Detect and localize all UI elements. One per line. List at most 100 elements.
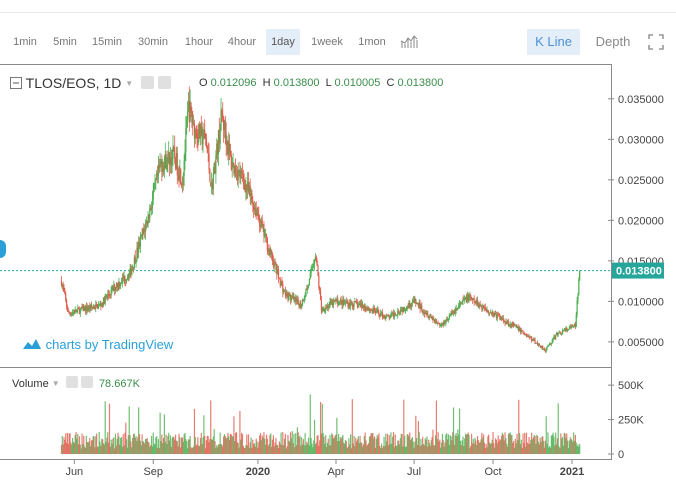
candle-body [528,335,530,338]
candle-body [445,319,447,324]
volume-bar [454,435,456,454]
timeframe-1week[interactable]: 1week [311,36,343,48]
volume-bar [148,442,150,454]
candle-body [127,276,129,279]
candle-body [205,138,208,147]
volume-bar [120,437,123,454]
volume-close-icon[interactable] [80,376,93,388]
candle-body [71,313,73,315]
timeframe-1mon[interactable]: 1mon [358,36,386,48]
volume-bar [410,438,413,454]
candle-body [511,322,513,327]
volume-bar [452,407,455,454]
candle-body [84,307,87,312]
volume-bar [213,429,215,454]
close-icon[interactable] [157,76,171,89]
volume-settings-icon[interactable] [65,376,78,388]
volume-bar [230,434,232,454]
volume-bar [87,442,89,454]
kline-button[interactable]: K Line [527,29,580,55]
volume-bar [256,441,258,454]
timeframe-5min[interactable]: 5min [53,36,77,48]
last-price-label: 0.013800 [616,266,662,278]
volume-bar [547,432,549,454]
timeframe-15min[interactable]: 15min [92,36,122,48]
volume-bar [192,446,195,454]
candle-body [126,276,129,279]
candle-body [374,307,376,311]
candle-body [101,303,103,307]
candle-body [309,273,311,279]
candle-body [125,280,127,282]
volume-bar [100,445,102,454]
candle-body [295,298,298,302]
y-tick-label: 0.025000 [618,175,664,187]
collapse-icon[interactable] [10,77,22,89]
candle-body [392,312,395,317]
candle-body [172,147,174,159]
volume-bar [471,443,474,454]
indicators-icon[interactable] [400,35,418,49]
candle-body [567,329,570,331]
volume-bar [429,445,431,454]
candle-body [464,298,466,301]
volume-bar [128,406,130,454]
volume-bar [132,437,134,454]
volume-bar [464,433,467,454]
volume-bar [244,447,246,454]
candle-body [118,282,120,287]
volume-bar [72,438,74,454]
fullscreen-icon[interactable] [648,34,664,50]
volume-bar [231,436,233,454]
volume-bar [522,433,524,454]
tradingview-brand[interactable]: charts by TradingView [22,337,173,352]
low-value: 0.010005 [334,77,381,89]
candle-body [176,153,178,175]
candle-body [438,323,440,325]
depth-button[interactable]: Depth [595,34,631,49]
volume-bar [242,445,244,454]
timeframe-1hour[interactable]: 1hour [184,36,214,48]
candle-body [517,326,519,328]
candle-body [331,300,334,306]
volume-bar [348,438,350,454]
volume-bar [212,436,214,454]
timeframe-4hour[interactable]: 4hour [227,36,257,48]
candle-body [275,263,277,270]
symbol-dropdown-icon[interactable]: ▼ [125,79,134,88]
volume-bar [278,441,280,454]
volume-bar [422,443,425,454]
volume-bar [225,438,227,454]
candle-body [524,333,526,335]
timeframe-1min[interactable]: 1min [13,36,37,48]
timeframe-30min[interactable]: 30min [138,36,168,48]
volume-bar [196,444,198,454]
left-panel-handle[interactable] [0,240,6,258]
volume-bar [553,436,555,454]
candle-body [519,327,522,333]
volume-bar [171,438,173,454]
volume-bar [61,436,63,454]
candle-body [78,308,80,310]
volume-bar [188,439,190,454]
candle-body [153,183,155,192]
open-label: O [199,77,208,89]
volume-bar [398,440,400,454]
volume-bar [174,439,176,454]
candle-body [91,306,93,308]
volume-bar [462,436,464,454]
volume-bar [264,438,266,454]
volume-bar [289,432,292,454]
candle-body [361,303,363,309]
candle-body [203,130,205,140]
candle-body [476,299,478,305]
volume-dropdown-icon[interactable]: ▼ [51,379,60,388]
volume-bar [453,444,456,454]
settings-icon[interactable] [141,76,155,89]
candle-body [493,313,495,317]
volume-bar [529,443,531,454]
candle-body [368,309,370,311]
candle-body [211,182,213,187]
timeframe-1day[interactable]: 1day [266,29,300,55]
